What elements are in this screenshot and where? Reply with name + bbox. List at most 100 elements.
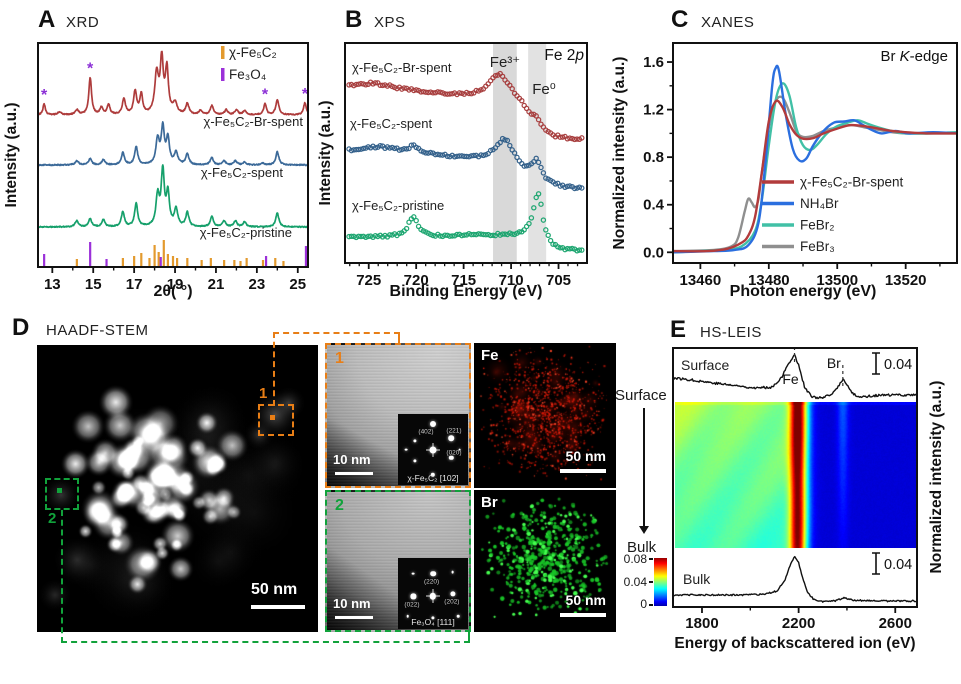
eds-map-fe: Fe 50 nm [474, 343, 616, 488]
svg-text:0.8: 0.8 [643, 149, 664, 166]
fft-spot-icon [430, 472, 436, 478]
svg-text:χ-Fe₅C₂-pristine: χ-Fe₅C₂-pristine [200, 225, 292, 240]
fft-spot-icon [413, 439, 417, 443]
svg-text:17: 17 [126, 276, 143, 293]
svg-text:715: 715 [451, 272, 476, 289]
fft-spot-icon [456, 614, 460, 618]
colorbar [654, 558, 667, 606]
fft-spot-icon [431, 616, 435, 620]
colorbar-tick-min: 0 [640, 597, 647, 611]
svg-text:Fe³⁺: Fe³⁺ [490, 54, 520, 71]
svg-text:Intensity (a.u.): Intensity (a.u.) [3, 102, 20, 207]
svg-text:19: 19 [167, 276, 184, 293]
svg-text:Fe⁰: Fe⁰ [532, 81, 556, 98]
panel-b-title: XPS [374, 14, 406, 31]
fft-spot-icon [404, 448, 408, 451]
svg-text:0.4: 0.4 [643, 197, 665, 214]
panel-d-title: HAADF-STEM [46, 322, 149, 339]
svg-text:χ-Fe₅C₂-Br-spent: χ-Fe₅C₂-Br-spent [204, 114, 304, 129]
fft-spot-label: (221) [446, 427, 462, 435]
svg-text:0.04: 0.04 [884, 357, 912, 373]
panel-b-letter: B [345, 6, 363, 33]
fft-1-caption: χ-Fe₅C₂ [102] [407, 473, 459, 483]
inset-1-hrtem: 1 10 nm χ-Fe₅C₂ [102] (402) (221) (020) [325, 343, 471, 488]
colorbar-tick-mid: 0.04 [623, 575, 647, 589]
connector-2-rise [468, 630, 470, 642]
site-1-label: 1 [259, 385, 268, 402]
fft-spot-icon [458, 448, 461, 451]
fft-center-cross-icon [432, 589, 434, 604]
svg-text:1.2: 1.2 [643, 102, 664, 119]
haadf-stem-image: 50 nm 1 2 [37, 345, 318, 632]
colorbar-tickmark [649, 581, 653, 583]
fe-map-scalebar [560, 469, 606, 473]
site-2-marker-icon [57, 488, 62, 493]
stem-main-canvas [37, 345, 318, 632]
svg-text:705: 705 [546, 272, 571, 289]
stem-scalebar [251, 605, 305, 609]
inset-1-scalebar-label: 10 nm [333, 452, 371, 467]
svg-text:Fe 2p: Fe 2p [544, 47, 584, 64]
svg-text:Fe₃O₄: Fe₃O₄ [229, 67, 266, 82]
svg-text:χ-Fe₅C₂-pristine: χ-Fe₅C₂-pristine [352, 198, 444, 213]
panel-e-letter: E [670, 316, 687, 343]
fft-spot-label: (402) [418, 428, 434, 436]
svg-text:Binding Energy (eV): Binding Energy (eV) [390, 283, 543, 300]
svg-text:13: 13 [44, 276, 61, 293]
fft-spot-label: (220) [424, 578, 440, 586]
fe-map-label: Fe [481, 347, 499, 364]
fft-pattern-1: χ-Fe₅C₂ [102] (402) (221) (020) [398, 414, 468, 485]
svg-text:χ-Fe₅C₂-spent: χ-Fe₅C₂-spent [201, 165, 284, 180]
svg-text:Br K-edge: Br K-edge [880, 48, 948, 65]
fft-pattern-2: Fe₃O₄ [111] (220) (022) (202) [398, 558, 468, 629]
svg-text:2200: 2200 [782, 615, 815, 632]
svg-text:NH₄Br: NH₄Br [800, 196, 839, 211]
svg-text:725: 725 [356, 272, 381, 289]
depth-arrow-icon [643, 408, 645, 526]
stem-scalebar-label: 50 nm [251, 581, 298, 598]
fft-spot-label: (022) [404, 601, 420, 609]
svg-text:Energy of backscattered ion (e: Energy of backscattered ion (eV) [674, 635, 915, 652]
site-2-box [45, 478, 79, 510]
svg-text:1800: 1800 [685, 615, 718, 632]
br-map-label: Br [481, 494, 498, 511]
panel-c-letter: C [671, 6, 689, 33]
fft-spot-icon [448, 455, 454, 461]
svg-text:Photon energy (eV): Photon energy (eV) [730, 283, 877, 300]
svg-text:1.6: 1.6 [643, 54, 664, 71]
svg-text:Normalized intensity (a.u.): Normalized intensity (a.u.) [928, 381, 945, 574]
leis-heatmap [675, 402, 916, 548]
svg-text:2600: 2600 [879, 615, 912, 632]
depth-bulk-label: Bulk [627, 539, 657, 556]
br-map-scalebar [560, 613, 606, 617]
colorbar-tickmark [649, 604, 653, 606]
panel-d-letter: D [12, 314, 30, 341]
svg-text:FeBr₂: FeBr₂ [800, 218, 835, 233]
fft-spot-icon [413, 459, 417, 463]
fft-spot-icon [430, 420, 436, 427]
svg-text:Bulk: Bulk [683, 571, 711, 587]
fft-spot-icon [430, 570, 436, 577]
inset-2-label: 2 [335, 497, 344, 514]
svg-text:χ-Fe₅C₂-spent: χ-Fe₅C₂-spent [350, 116, 433, 131]
fft-spot-icon [406, 614, 410, 618]
svg-text:0.0: 0.0 [643, 244, 664, 261]
svg-text:0.04: 0.04 [884, 557, 912, 573]
site-2-label: 2 [48, 510, 57, 527]
depth-arrowhead-icon [639, 526, 649, 534]
svg-text:15: 15 [85, 276, 102, 293]
connector-2 [61, 510, 470, 643]
svg-text:13520: 13520 [885, 272, 927, 289]
svg-text:χ-Fe₅C₂-Br-spent: χ-Fe₅C₂-Br-spent [352, 60, 452, 75]
svg-text:Normalized intensity (a.u.): Normalized intensity (a.u.) [611, 57, 628, 250]
svg-text:Fe: Fe [782, 371, 799, 387]
panel-a-title: XRD [66, 14, 100, 31]
svg-text:2θ( °): 2θ( °) [153, 283, 192, 300]
depth-surface-label: Surface [615, 387, 667, 404]
fe-map-canvas [474, 343, 616, 488]
svg-text:25: 25 [289, 276, 306, 293]
fe-map-scalebar-label: 50 nm [565, 448, 606, 464]
fft-spot-label: (020) [446, 449, 462, 457]
fft-spot-icon [411, 572, 415, 576]
